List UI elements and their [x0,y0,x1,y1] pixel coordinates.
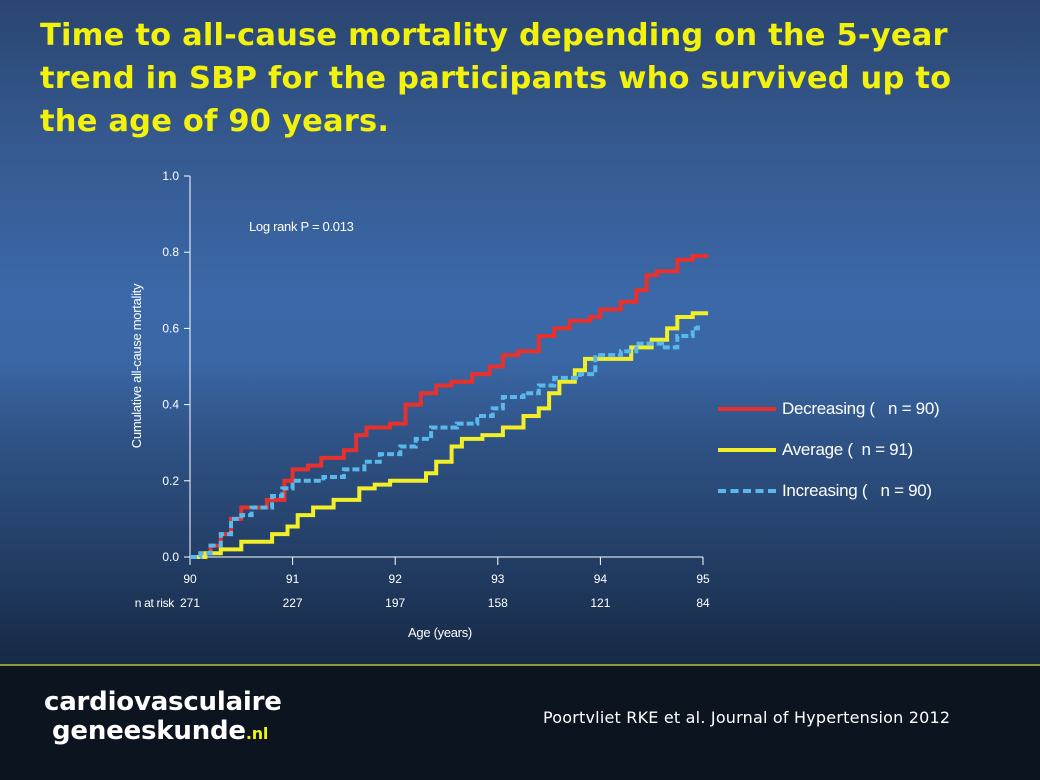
legend-label-increasing: Increasing ( n = 90) [782,480,932,500]
footer-divider [0,664,1040,666]
legend-item-increasing: Increasing ( n = 90) [718,470,1018,511]
logo-word: geneeskunde [52,716,246,746]
y-tick-label: 0.6 [162,321,179,335]
risk-table-value: 158 [488,596,508,610]
chart-axes: 0.0 0.2 0.4 0.6 0.8 1.0 90 91 92 93 94 95 [162,169,710,586]
risk-table: 271 227 197 158 121 84 [180,596,710,610]
x-tick-label: 91 [286,572,300,586]
citation: Poortvliet RKE et al. Journal of Hyperte… [543,708,951,727]
x-tick-label: 94 [594,572,608,586]
risk-table-value: 197 [385,596,405,610]
chart-legend: Decreasing ( n = 90) Average ( n = 91) I… [718,388,1018,511]
chart-curves [190,254,709,559]
y-tick-label: 0.4 [162,398,179,412]
x-tick-label: 93 [491,572,505,586]
curve-decreasing [190,254,709,559]
x-axis-label: Age (years) [408,625,472,640]
risk-table-label: n at risk [135,596,176,610]
y-tick-label: 0.2 [162,474,179,488]
y-tick-label: 0.8 [162,245,179,259]
legend-label-average: Average ( n = 91) [782,439,913,459]
risk-table-value: 121 [590,596,610,610]
legend-item-average: Average ( n = 91) [718,429,1018,470]
curve-increasing [190,324,700,559]
slide-title: Time to all-cause mortality depending on… [40,18,952,139]
risk-table-value: 227 [283,596,303,610]
x-tick-label: 95 [696,572,710,586]
logo-line-2: geneeskunde.nl [44,717,282,748]
x-tick-label: 90 [183,572,197,586]
curve-average [190,311,709,559]
risk-table-value: 84 [696,596,710,610]
legend-swatch-decreasing [718,406,776,411]
x-tick-label: 92 [389,572,403,586]
y-tick-label: 0.0 [162,550,179,564]
km-chart: 0.0 0.2 0.4 0.6 0.8 1.0 90 91 92 93 94 95 Log rank … [129,169,710,640]
log-rank-annotation: Log rank P = 0.013 [249,219,354,234]
brand-logo: cardiovasculaire geneeskunde.nl [44,688,282,748]
legend-swatch-average [718,447,776,452]
legend-swatch-increasing [718,488,776,493]
logo-suffix: .nl [245,724,269,743]
legend-item-decreasing: Decreasing ( n = 90) [718,388,1018,429]
logo-line-1: cardiovasculaire [44,687,282,717]
footer-bar [0,666,1040,780]
legend-label-decreasing: Decreasing ( n = 90) [782,398,940,418]
risk-table-value: 271 [180,596,200,610]
y-axis-label: Cumulative all-cause mortality [129,283,144,448]
y-tick-label: 1.0 [162,169,179,183]
